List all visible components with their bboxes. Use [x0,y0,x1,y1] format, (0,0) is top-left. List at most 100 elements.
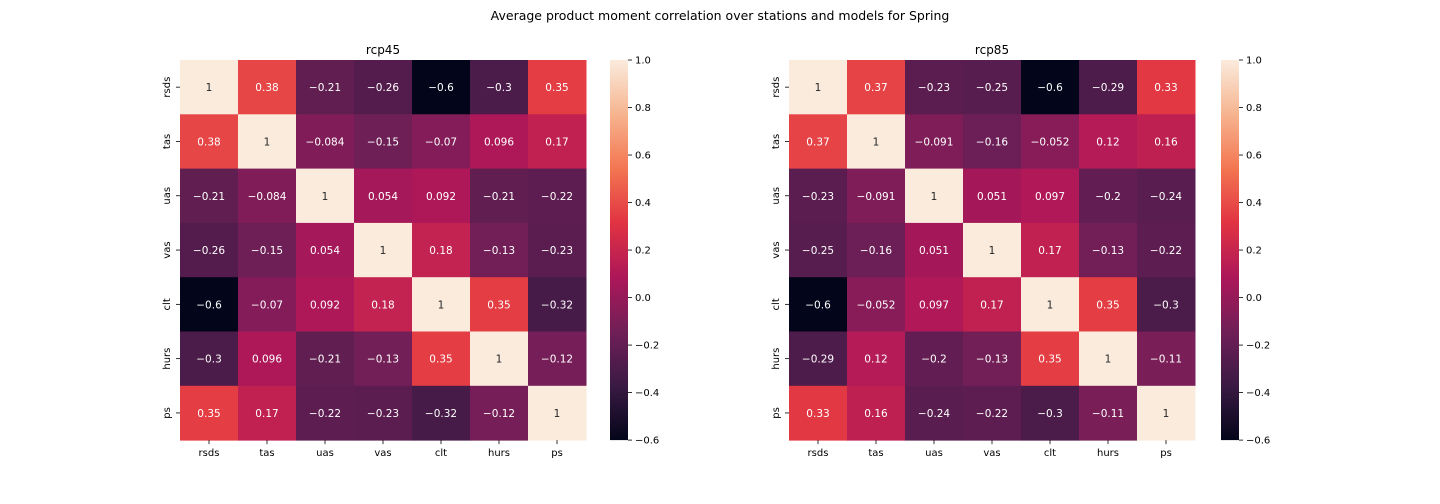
cell-value-label: 0.35 [197,408,220,420]
cell-value-label: −0.16 [976,136,1008,148]
heatmap-cell [528,277,587,332]
heatmap-cell [296,277,355,332]
panel-title: rcp45 [366,43,400,57]
heatmap-cell [1079,331,1138,387]
cell-value-label: 0.38 [255,82,278,94]
heatmap-cell [905,277,964,332]
heatmap-cell [1021,222,1080,278]
x-tick-label: hurs [1097,448,1119,459]
heatmap-cell [354,114,413,170]
cell-value-label: −0.091 [915,136,954,148]
y-tick-label: tas [162,134,173,149]
heatmap-cell [905,60,964,115]
cell-value-label: 0.35 [545,82,568,94]
heatmap-cell [1079,277,1138,332]
cell-value-label: −0.13 [1092,245,1124,257]
cell-value-label: 0.33 [806,408,829,420]
cell-value-label: −0.21 [309,82,341,94]
heatmap-cell [847,222,906,278]
heatmap-cell [963,385,1022,441]
heatmap-cell [1021,277,1080,332]
cell-value-label: −0.22 [976,408,1008,420]
y-tick-label: clt [162,298,173,310]
cell-value-label: 0.37 [864,82,887,94]
x-tick-label: rsds [808,448,829,459]
heatmap-cell [528,385,587,441]
cell-value-label: −0.16 [860,245,892,257]
heatmap-cell [296,331,355,387]
cell-value-label: 0.35 [1038,354,1061,366]
heatmap-cell [905,114,964,170]
cell-value-label: −0.11 [1092,408,1124,420]
heatmap-cell [847,60,906,115]
heatmap-cell [354,222,413,278]
x-tick-label: ps [1160,448,1172,459]
heatmap-cell [238,277,297,332]
heatmap-cell [1137,385,1196,441]
heatmap-cell [789,222,848,278]
x-tick-label: tas [868,448,883,459]
heatmap-cell [238,331,297,387]
panel-title: rcp85 [975,43,1009,57]
cell-value-label: −0.3 [486,82,512,94]
heatmap-cell [847,385,906,441]
heatmap-cell [412,60,471,115]
cell-value-label: 0.17 [545,136,568,148]
cell-value-label: 1 [1105,354,1112,366]
heatmap-cell [1137,168,1196,224]
heatmap-cell [470,277,529,332]
cell-value-label: 0.097 [1035,191,1065,203]
heatmap-cell [180,331,239,387]
y-tick-label: uas [771,187,782,205]
x-tick-label: tas [259,448,274,459]
cell-value-label: −0.24 [918,408,950,420]
heatmap-cell [354,60,413,115]
cell-value-label: 0.12 [864,354,887,366]
figure-title: Average product moment correlation over … [491,8,950,23]
heatmap-cell [963,114,1022,170]
heatmap-cell [1079,222,1138,278]
heatmap-cell [1021,168,1080,224]
cell-value-label: −0.23 [802,191,834,203]
cell-value-label: −0.091 [857,191,896,203]
y-tick-label: hurs [771,348,782,370]
heatmap-cell [354,385,413,441]
heatmap-cell [789,114,848,170]
heatmap-cell [789,331,848,387]
cell-value-label: 0.18 [429,245,452,257]
cell-value-label: 0.35 [487,299,510,311]
cell-value-label: 0.37 [806,136,829,148]
heatmap-cell [789,168,848,224]
cell-value-label: −0.052 [1031,136,1070,148]
heatmap-cell [354,168,413,224]
cell-value-label: 0.051 [919,245,949,257]
heatmap-cell [905,222,964,278]
cell-value-label: −0.3 [196,354,222,366]
cell-value-label: −0.07 [251,299,283,311]
cell-value-label: −0.6 [428,82,454,94]
heatmap-cell [296,168,355,224]
cell-value-label: 0.35 [429,354,452,366]
colorbar-tick-label: 0.6 [1246,151,1262,162]
heatmap-cell [238,114,297,170]
heatmap-cell [847,277,906,332]
heatmap-cell [789,277,848,332]
cell-value-label: −0.21 [309,354,341,366]
heatmap-cell [238,168,297,224]
cell-value-label: −0.21 [483,191,515,203]
cell-value-label: 0.097 [919,299,949,311]
cell-value-label: −0.084 [306,136,345,148]
heatmap-cell [1021,331,1080,387]
cell-value-label: −0.22 [541,191,573,203]
colorbar [610,60,628,441]
heatmap-cell [470,385,529,441]
cell-value-label: 0.18 [371,299,394,311]
heatmap-cell [963,277,1022,332]
cell-value-label: −0.13 [367,354,399,366]
x-tick-label: clt [1044,448,1056,459]
heatmap-cell [528,168,587,224]
heatmap-cell [296,222,355,278]
cell-value-label: 0.096 [252,354,282,366]
cell-value-label: 0.092 [426,191,456,203]
cell-value-label: −0.26 [367,82,399,94]
